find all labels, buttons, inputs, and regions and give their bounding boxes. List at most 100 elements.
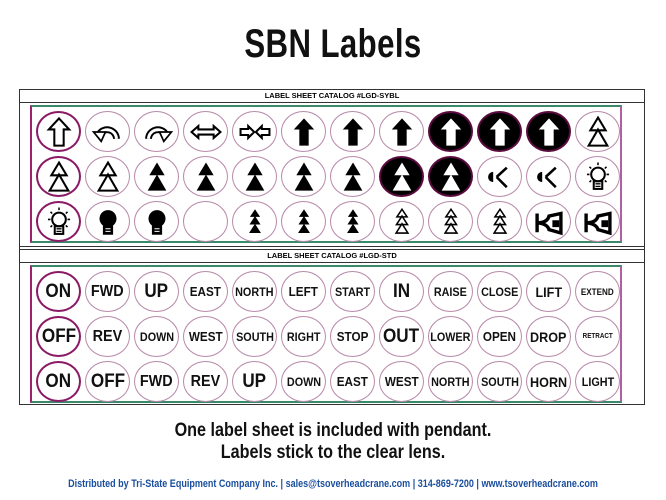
text-label: LIFT: [526, 271, 571, 312]
label-cell: [573, 154, 622, 199]
arrow-up-inverted-icon: [440, 117, 461, 146]
label-text: UP: [144, 280, 169, 302]
label-cell: [524, 199, 573, 244]
label-text: OFF: [41, 325, 76, 347]
label-cell: [83, 154, 132, 199]
symbol-label: [281, 111, 326, 152]
text-label: DOWN: [134, 316, 179, 357]
symbol-label: [526, 201, 571, 242]
text-grid: ON FWD UP EAST NORTH LEFT START IN RAISE CLOSE LIF…: [34, 269, 622, 404]
label-cell: [573, 199, 622, 244]
symbol-label: [477, 111, 522, 152]
sheet-header-symbols: LABEL SHEET CATALOG #LGD-SYBL: [19, 89, 645, 103]
label-cell: UP: [132, 269, 181, 314]
symbol-label: [575, 201, 620, 242]
triple-triangle-solid-icon: [346, 208, 359, 233]
label-cell: SOUTH: [230, 314, 279, 359]
label-cell: WEST: [377, 359, 426, 404]
triple-triangle-outline-icon: [492, 207, 507, 234]
label-cell: RAISE: [426, 269, 475, 314]
symbol-grid: [34, 109, 622, 244]
text-label: EAST: [330, 361, 375, 402]
label-cell: ON: [34, 269, 83, 314]
rotate-ccw-icon: [91, 125, 120, 143]
signal-icon: [536, 166, 557, 188]
horn-icon: [534, 210, 563, 235]
text-label: REV: [183, 361, 228, 402]
label-cell: LIFT: [524, 269, 573, 314]
label-text: LIGHT: [581, 374, 614, 389]
text-label: CLOSE: [477, 271, 522, 312]
sheet-header-standard: LABEL SHEET CATALOG #LGD-STD: [19, 249, 645, 263]
symbol-label: [85, 111, 130, 152]
footer-contact: Distributed by Tri-State Equipment Compa…: [68, 478, 598, 490]
label-cell: LIGHT: [573, 359, 622, 404]
label-cell: [230, 154, 279, 199]
text-label: NORTH: [232, 271, 277, 312]
symbol-label: [379, 156, 424, 197]
symbol-label: [379, 201, 424, 242]
label-cell: OPEN: [475, 314, 524, 359]
label-cell: [230, 109, 279, 154]
label-cell: [475, 154, 524, 199]
text-label: START: [330, 271, 375, 312]
text-label: OFF: [36, 316, 81, 357]
label-cell: NORTH: [230, 269, 279, 314]
label-text: DOWN: [286, 374, 321, 389]
label-cell: [426, 154, 475, 199]
label-text: REV: [92, 327, 123, 345]
label-cell: OFF: [34, 314, 83, 359]
label-text: STOP: [336, 329, 369, 344]
label-cell: [377, 109, 426, 154]
text-label: DROP: [526, 316, 571, 357]
label-cell: [328, 199, 377, 244]
caption-line-2: Labels stick to the clear lens.: [220, 442, 446, 463]
light-outline-icon: [586, 162, 609, 190]
text-label: STOP: [330, 316, 375, 357]
symbol-label: [379, 111, 424, 152]
label-text: OFF: [90, 370, 125, 392]
label-cell: [377, 199, 426, 244]
label-cell: EAST: [181, 269, 230, 314]
symbol-label: [477, 201, 522, 242]
label-cell: [573, 109, 622, 154]
label-cell: [34, 109, 83, 154]
label-text: RAISE: [433, 284, 468, 299]
label-cell: [230, 199, 279, 244]
label-cell: [328, 154, 377, 199]
symbol-label: [477, 156, 522, 197]
label-cell: RETRACT: [573, 314, 622, 359]
light-outline-icon: [47, 207, 70, 235]
label-text: ON: [45, 370, 72, 392]
text-label: RAISE: [428, 271, 473, 312]
label-text: SOUTH: [480, 374, 519, 389]
label-text: NORTH: [431, 374, 470, 389]
label-text: REV: [190, 372, 221, 390]
label-text: SOUTH: [235, 329, 274, 344]
symbol-label: [526, 111, 571, 152]
page-title: SBN Labels: [244, 22, 422, 66]
label-cell: IN: [377, 269, 426, 314]
label-cell: [132, 154, 181, 199]
arrow-up-inverted-icon: [489, 117, 510, 146]
text-label: EXTEND: [575, 271, 620, 312]
label-cell: SOUTH: [475, 359, 524, 404]
arrows-inward-icon: [239, 123, 270, 140]
label-cell: LEFT: [279, 269, 328, 314]
label-cell: START: [328, 269, 377, 314]
label-cell: [426, 109, 475, 154]
label-text: DOWN: [139, 329, 174, 344]
label-cell: FWD: [132, 359, 181, 404]
triple-triangle-outline-icon: [443, 207, 458, 234]
symbol-label: [428, 201, 473, 242]
label-cell: FWD: [83, 269, 132, 314]
text-label: EAST: [183, 271, 228, 312]
text-label: WEST: [183, 316, 228, 357]
label-cell: [475, 109, 524, 154]
label-cell: [524, 154, 573, 199]
divider: [19, 246, 645, 247]
symbol-label: [575, 156, 620, 197]
symbol-label: [330, 156, 375, 197]
symbol-label: [428, 111, 473, 152]
arrow-up-solid-icon: [293, 117, 314, 146]
